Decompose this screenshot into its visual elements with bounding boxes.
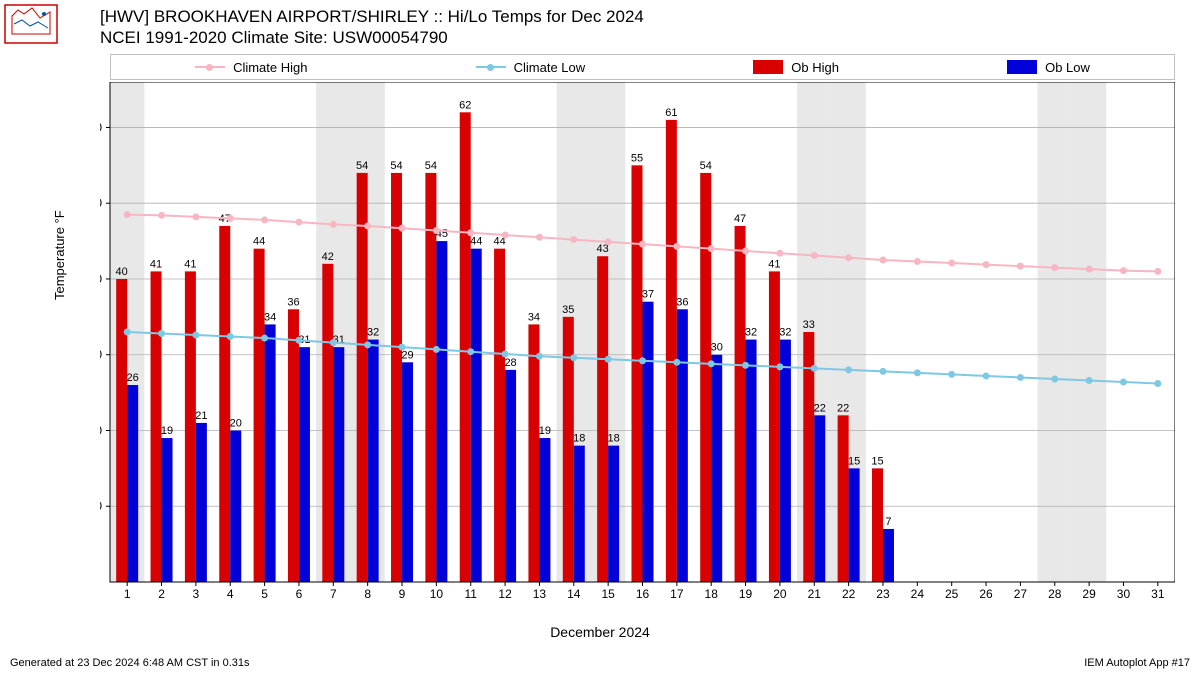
chart-svg: 1020304050604026411941214720443436314231… [100, 82, 1175, 607]
svg-text:15: 15 [848, 455, 860, 467]
svg-text:30: 30 [100, 348, 102, 362]
svg-text:41: 41 [150, 258, 162, 270]
svg-text:33: 33 [803, 319, 815, 331]
svg-text:7: 7 [885, 516, 891, 528]
svg-text:20: 20 [230, 417, 242, 429]
svg-text:23: 23 [876, 587, 890, 601]
svg-text:54: 54 [390, 160, 402, 172]
svg-text:8: 8 [364, 587, 371, 601]
legend-label: Ob Low [1045, 60, 1090, 75]
svg-text:18: 18 [573, 433, 585, 445]
x-axis-label: December 2024 [0, 624, 1200, 640]
svg-text:10: 10 [100, 499, 102, 513]
svg-text:26: 26 [127, 372, 139, 384]
svg-text:18: 18 [705, 587, 719, 601]
svg-text:35: 35 [562, 304, 574, 316]
svg-text:32: 32 [779, 327, 791, 339]
title-line-1: [HWV] BROOKHAVEN AIRPORT/SHIRLEY :: Hi/L… [100, 6, 644, 27]
plot-area: 1020304050604026411941214720443436314231… [100, 82, 1175, 607]
svg-text:50: 50 [100, 196, 102, 210]
svg-text:6: 6 [296, 587, 303, 601]
svg-text:26: 26 [979, 587, 993, 601]
svg-text:36: 36 [287, 296, 299, 308]
svg-text:29: 29 [1082, 587, 1096, 601]
svg-text:13: 13 [533, 587, 547, 601]
svg-text:12: 12 [498, 587, 512, 601]
title-line-2: NCEI 1991-2020 Climate Site: USW00054790 [100, 27, 644, 48]
svg-text:1: 1 [124, 587, 131, 601]
svg-text:41: 41 [768, 258, 780, 270]
footer-app: IEM Autoplot App #17 [1084, 657, 1190, 669]
legend-climate-high: Climate High [195, 60, 307, 75]
svg-text:25: 25 [945, 587, 959, 601]
legend-label: Ob High [791, 60, 839, 75]
legend-label: Climate High [233, 60, 307, 75]
svg-text:42: 42 [322, 251, 334, 263]
svg-text:61: 61 [665, 107, 677, 119]
svg-text:10: 10 [430, 587, 444, 601]
svg-text:15: 15 [871, 455, 883, 467]
svg-text:32: 32 [745, 327, 757, 339]
svg-text:20: 20 [773, 587, 787, 601]
svg-text:22: 22 [842, 587, 856, 601]
svg-text:27: 27 [1014, 587, 1028, 601]
svg-text:19: 19 [739, 587, 753, 601]
svg-text:28: 28 [1048, 587, 1062, 601]
svg-text:34: 34 [264, 311, 276, 323]
svg-text:24: 24 [911, 587, 925, 601]
svg-text:55: 55 [631, 152, 643, 164]
svg-text:47: 47 [734, 213, 746, 225]
svg-text:44: 44 [470, 236, 482, 248]
svg-text:30: 30 [1117, 587, 1131, 601]
svg-text:19: 19 [161, 425, 173, 437]
svg-text:15: 15 [601, 587, 615, 601]
legend-label: Climate Low [514, 60, 586, 75]
svg-text:5: 5 [261, 587, 268, 601]
svg-text:34: 34 [528, 311, 540, 323]
svg-text:41: 41 [184, 258, 196, 270]
svg-text:4: 4 [227, 587, 234, 601]
footer-generated: Generated at 23 Dec 2024 6:48 AM CST in … [10, 657, 250, 669]
svg-text:54: 54 [700, 160, 712, 172]
legend-ob-high: Ob High [753, 60, 839, 75]
svg-text:16: 16 [636, 587, 650, 601]
svg-text:2: 2 [158, 587, 165, 601]
svg-text:54: 54 [425, 160, 437, 172]
svg-text:17: 17 [670, 587, 684, 601]
svg-text:31: 31 [1151, 587, 1165, 601]
legend-climate-low: Climate Low [476, 60, 586, 75]
svg-text:7: 7 [330, 587, 337, 601]
svg-text:21: 21 [808, 587, 822, 601]
svg-text:18: 18 [608, 433, 620, 445]
chart-title: [HWV] BROOKHAVEN AIRPORT/SHIRLEY :: Hi/L… [100, 6, 644, 49]
svg-text:54: 54 [356, 160, 368, 172]
legend-ob-low: Ob Low [1007, 60, 1090, 75]
svg-text:62: 62 [459, 99, 471, 111]
svg-text:22: 22 [837, 402, 849, 414]
svg-text:36: 36 [676, 296, 688, 308]
svg-text:28: 28 [504, 357, 516, 369]
svg-text:37: 37 [642, 289, 654, 301]
svg-text:14: 14 [567, 587, 581, 601]
svg-text:9: 9 [399, 587, 406, 601]
y-axis-label: Temperature °F [52, 210, 67, 300]
svg-text:3: 3 [193, 587, 200, 601]
svg-text:44: 44 [253, 236, 265, 248]
svg-text:19: 19 [539, 425, 551, 437]
svg-text:21: 21 [195, 410, 207, 422]
svg-text:60: 60 [100, 120, 102, 134]
svg-text:11: 11 [464, 587, 477, 601]
iem-logo [4, 4, 58, 44]
svg-text:40: 40 [116, 266, 128, 278]
svg-text:20: 20 [100, 423, 102, 437]
legend: Climate High Climate Low Ob High Ob Low [110, 54, 1175, 80]
svg-text:40: 40 [100, 272, 102, 286]
svg-text:32: 32 [367, 327, 379, 339]
svg-text:29: 29 [401, 349, 413, 361]
svg-text:22: 22 [814, 402, 826, 414]
svg-text:30: 30 [711, 342, 723, 354]
